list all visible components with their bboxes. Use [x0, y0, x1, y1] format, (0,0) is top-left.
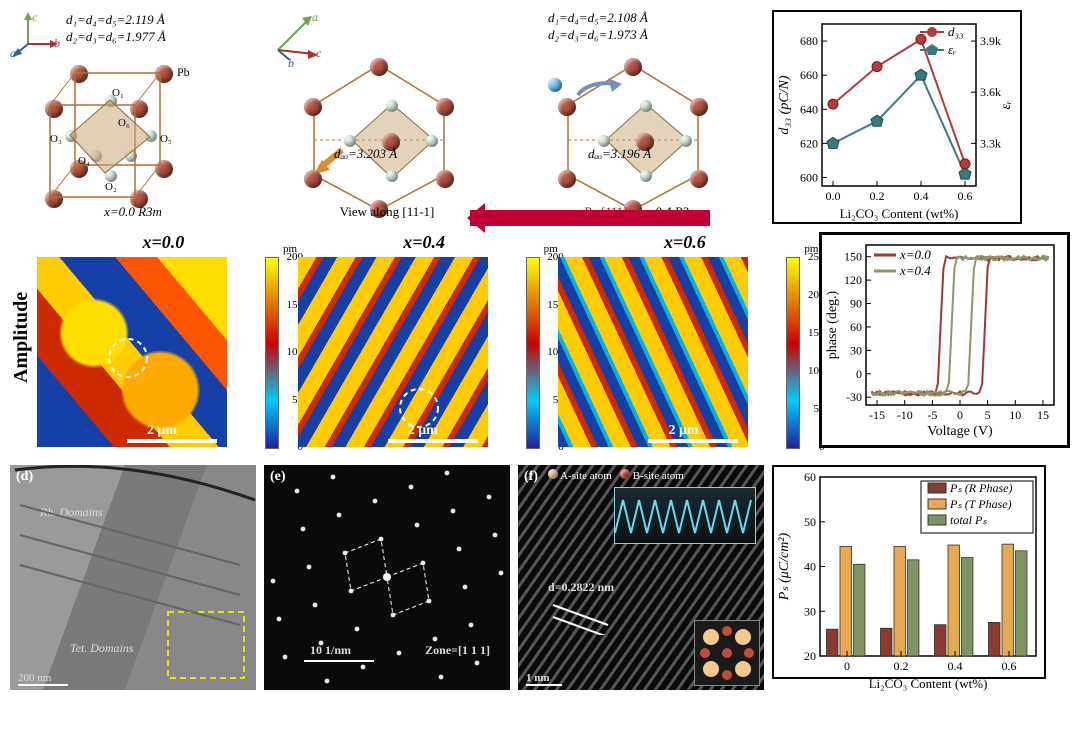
svg-text:40: 40 [804, 560, 816, 574]
svg-text:640: 640 [800, 102, 818, 116]
structure-x04: d₁=d₄=d₅=2.108 Å d₂=d₃=d₆=1.973 Å dₐₒ=3.… [518, 10, 764, 220]
svg-text:d₃₃ (pC/N): d₃₃ (pC/N) [777, 75, 792, 134]
chart-d33-er: 600 620 640 660 680 3.3k 3.6k 3.9k 0.0 0.2 0.4 0.6 d… [772, 10, 1022, 224]
pfm-map-x06: 2 μm pm 050100150200250 [558, 257, 768, 457]
svg-text:5: 5 [985, 408, 991, 422]
svg-text:3.6k: 3.6k [980, 85, 1001, 99]
svg-text:20: 20 [804, 649, 816, 663]
svg-text:680: 680 [800, 34, 818, 48]
svg-text:0.0: 0.0 [826, 189, 841, 203]
amplitude-label: Amplitude [10, 232, 33, 442]
title-x04: x=0.4 [298, 232, 551, 253]
svg-text:60: 60 [804, 470, 816, 484]
svg-text:620: 620 [800, 136, 818, 150]
row-pfm: Amplitude x=0.0 2 μm pm 050100150200 x=0… [10, 232, 1070, 457]
svg-text:0: 0 [856, 367, 862, 381]
pfm-map-x00: 2 μm pm 050100150200 [37, 257, 247, 457]
title-x06: x=0.6 [558, 232, 811, 253]
svg-text:660: 660 [800, 68, 818, 82]
d-line2: d₂=d₃=d₆=1.977 Å [66, 29, 166, 46]
svg-text:30: 30 [804, 604, 816, 618]
svg-text:3.9k: 3.9k [980, 34, 1001, 48]
svg-text:0.4: 0.4 [914, 189, 929, 203]
svg-text:Pₛ (T Phase): Pₛ (T Phase) [949, 497, 1012, 511]
d-line1: d₁=d₄=d₅=2.119 Å [66, 12, 166, 29]
svg-text:-30: -30 [846, 390, 862, 404]
svg-text:εᵣ: εᵣ [948, 42, 956, 57]
svg-text:Li₂CO₃ Content (wt%): Li₂CO₃ Content (wt%) [840, 206, 959, 221]
svg-text:10: 10 [1009, 408, 1021, 422]
svg-text:0.6: 0.6 [958, 189, 973, 203]
tem-brightfield: (d) Rh. Domains Tet. Domains 200 nm [10, 465, 256, 690]
title-x00: x=0.0 [37, 232, 290, 253]
tem-saed: (e) 10 1/nm Zone=[1 1 1] [264, 465, 510, 690]
svg-text:0.4: 0.4 [948, 659, 963, 673]
svg-text:0: 0 [844, 659, 850, 673]
svg-text:Pₛ (μC/cm²): Pₛ (μC/cm²) [777, 532, 792, 601]
svg-text:-10: -10 [897, 408, 913, 422]
svg-text:120: 120 [844, 273, 862, 287]
svg-text:Pₛ (R Phase): Pₛ (R Phase) [949, 481, 1012, 495]
unit-cell: O₁ O₂ O₃ O₄ O₅ O₆ Pb [10, 55, 256, 205]
svg-text:total Pₛ: total Pₛ [950, 513, 987, 527]
svg-text:600: 600 [800, 170, 818, 184]
structure-x00: c b a d₁=d₄=d₅=2.119 Å d₂=d₃=d₆=1.977 Å [10, 10, 256, 220]
tem-hrtem: (f) A-site atom B-site atom d=0.2822 nm … [518, 465, 764, 690]
caption-x00: x=0.0 R3m [10, 204, 256, 220]
svg-text:x=0.0: x=0.0 [899, 247, 931, 262]
pfm-map-x04: 2 μm pm 050100150200 [298, 257, 508, 457]
svg-text:0: 0 [957, 408, 963, 422]
svg-text:30: 30 [850, 343, 862, 357]
svg-text:Voltage (V): Voltage (V) [927, 424, 993, 439]
ps-arrow-icon [470, 210, 710, 226]
svg-text:15: 15 [1037, 408, 1049, 422]
svg-text:-5: -5 [928, 408, 938, 422]
svg-text:0.6: 0.6 [1002, 659, 1017, 673]
svg-text:50: 50 [804, 515, 816, 529]
svg-text:phase (deg.): phase (deg.) [825, 290, 840, 359]
chart-ps-bar: 203040506000.20.40.6Pₛ (μC/cm²)Li₂CO₃ Co… [772, 465, 1046, 679]
svg-text:x=0.4: x=0.4 [899, 263, 931, 278]
svg-text:0.2: 0.2 [870, 189, 885, 203]
svg-text:90: 90 [850, 297, 862, 311]
chart-hysteresis: -15 -10 -5 0 5 10 15 -30 0 30 60 90 120 150 phase (deg… [819, 232, 1070, 448]
svg-text:d₃₃: d₃₃ [948, 24, 964, 39]
axis-c: c [32, 10, 37, 25]
svg-text:0.2: 0.2 [894, 659, 909, 673]
axis-b: b [54, 36, 60, 51]
svg-text:60: 60 [850, 320, 862, 334]
structure-view111: a c b dₐₒ=3.203 Å View along [11-1] [264, 10, 510, 220]
svg-text:3.3k: 3.3k [980, 136, 1001, 150]
row-structures: c b a d₁=d₄=d₅=2.119 Å d₂=d₃=d₆=1.977 Å [10, 10, 1070, 224]
svg-text:Li₂CO₃ Content (wt%): Li₂CO₃ Content (wt%) [869, 676, 988, 691]
svg-text:150: 150 [844, 250, 862, 264]
svg-text:εᵣ: εᵣ [999, 101, 1014, 110]
svg-text:-15: -15 [869, 408, 885, 422]
row-tem: (d) Rh. Domains Tet. Domains 200 nm (e) … [10, 465, 1070, 690]
